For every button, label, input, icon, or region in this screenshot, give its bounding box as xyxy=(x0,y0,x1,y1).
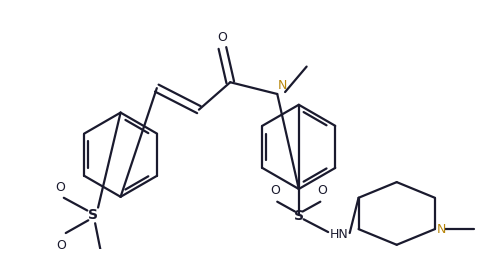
Text: O: O xyxy=(271,184,280,197)
Text: O: O xyxy=(318,184,327,197)
Text: N: N xyxy=(437,223,446,236)
Text: O: O xyxy=(55,181,65,194)
Text: HN: HN xyxy=(330,228,349,241)
Text: O: O xyxy=(217,31,227,44)
Text: S: S xyxy=(294,209,304,223)
Text: O: O xyxy=(56,239,66,252)
Text: N: N xyxy=(278,79,287,92)
Text: S: S xyxy=(88,209,98,223)
